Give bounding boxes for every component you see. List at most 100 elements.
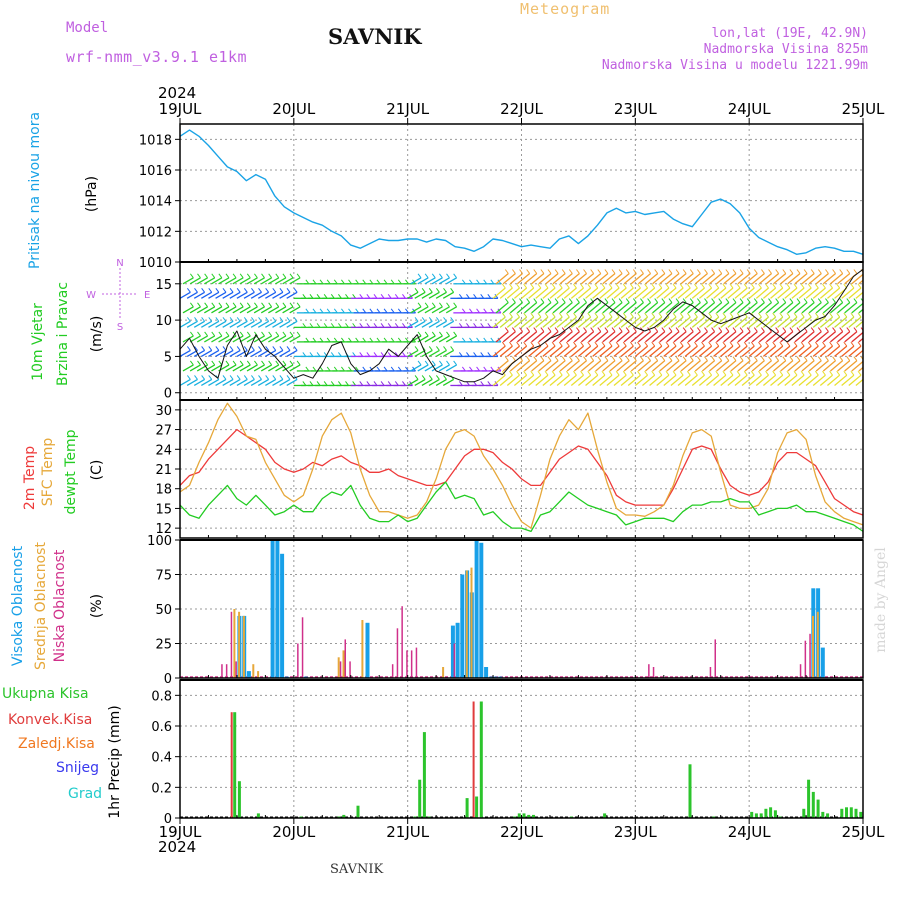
wind-barb: [663, 287, 677, 299]
wind-barb: [208, 349, 220, 357]
wind-barb: [758, 302, 772, 314]
wind-barb-flag: [583, 356, 587, 361]
y-tick-label: 5: [164, 350, 172, 365]
wind-barb-flag: [530, 283, 535, 289]
wind-barb-flag: [424, 302, 429, 308]
wind-barb: [268, 335, 280, 343]
wind-barb-flag: [739, 327, 744, 332]
wind-barb: [282, 364, 294, 372]
cloud-bar-mid: [233, 609, 236, 678]
wind-barb-flag: [450, 346, 455, 351]
wind-barb: [656, 287, 670, 299]
wind-barb-flag: [341, 366, 345, 372]
wind-barb: [182, 277, 194, 285]
wind-barb-flag: [450, 317, 455, 322]
wind-barb: [552, 273, 566, 285]
wind-barb: [830, 302, 844, 314]
wind-barb: [414, 320, 426, 328]
wind-barb-flag: [530, 312, 535, 318]
wind-barb-flag: [661, 356, 666, 361]
wind-barb: [211, 364, 223, 372]
wind-barb-flag: [853, 327, 858, 332]
wind-barb: [421, 320, 433, 328]
wind-barb: [609, 331, 623, 343]
wind-barb-flag: [533, 269, 538, 274]
wind-barb-flag: [668, 298, 673, 303]
wind-barb-flag: [268, 360, 273, 366]
wind-barb: [623, 302, 637, 314]
wind-barb-flag: [446, 273, 450, 279]
wind-barb: [634, 316, 649, 328]
wind-barb-flag: [817, 327, 822, 332]
wind-barb-flag: [355, 279, 360, 285]
wind-barb: [663, 345, 677, 357]
wind-barb-flag: [405, 308, 409, 314]
wind-barb-flag: [573, 341, 577, 347]
wind-barb-flag: [622, 283, 627, 289]
wind-barb-flag: [469, 337, 473, 343]
cloud-bar-mid: [442, 667, 445, 678]
wind-barb: [410, 277, 422, 285]
cloud-bar-low: [339, 661, 342, 678]
wind-barb: [866, 332, 878, 342]
wind-barb: [841, 287, 855, 299]
wind-barb-flag: [796, 356, 801, 361]
wind-barb: [417, 364, 429, 372]
wind-barb-flag: [387, 323, 392, 328]
pressure-line: [179, 129, 864, 255]
wind-barb-flag: [359, 352, 364, 357]
wind-barb-flag: [345, 381, 349, 386]
wind-barb-flag: [587, 312, 592, 318]
wind-barb-flag: [647, 298, 651, 303]
wind-barb-flag: [814, 312, 819, 318]
wind-barb-flag: [547, 298, 552, 303]
wind-barb-flag: [421, 317, 426, 322]
wind-barb: [730, 360, 744, 372]
wind-barb: [502, 273, 516, 285]
wind-barb-flag: [323, 381, 328, 386]
y-tick-label: 1016: [139, 164, 172, 179]
wind-barb: [585, 374, 599, 386]
wind-barb: [570, 345, 584, 357]
wind-barb-flag: [637, 341, 641, 347]
x-tick-label-bottom: 21JUL: [386, 823, 429, 841]
wind-barb-flag: [779, 370, 784, 376]
wind-barb: [680, 302, 694, 314]
wind-barb: [236, 378, 248, 387]
wind-barb-flag: [487, 381, 492, 386]
wind-barb: [656, 374, 670, 386]
wind-barb: [513, 374, 528, 386]
wind-barb: [531, 273, 545, 285]
wind-barb-flag: [461, 366, 466, 372]
wind-barb-flag: [373, 294, 378, 299]
wind-barb-flag: [679, 312, 684, 318]
wind-barb: [634, 374, 649, 386]
wind-barb: [844, 331, 858, 343]
wind-barb: [201, 349, 213, 357]
wind-barb-flag: [625, 269, 630, 274]
wind-barb-flag: [533, 298, 538, 303]
wind-barb-flag: [825, 298, 829, 303]
wind-barb: [801, 302, 815, 314]
wind-barb-flag: [204, 331, 209, 337]
wind-barb: [492, 345, 506, 357]
wind-barb: [798, 287, 812, 299]
wind-barb: [798, 316, 812, 328]
wind-barb-flag: [473, 323, 477, 328]
wind-barb-flag: [708, 370, 713, 376]
wind-barb: [791, 345, 805, 357]
wind-barb-flag: [261, 360, 265, 366]
wind-barb-flag: [509, 341, 513, 347]
wind-barb-flag: [644, 283, 648, 289]
wind-barb: [524, 331, 538, 343]
wind-barb-flag: [618, 356, 623, 361]
wind-barb-flag: [576, 298, 580, 303]
wind-barb-flag: [414, 317, 419, 322]
wind-barb-flag: [701, 370, 705, 376]
wind-barb-flag: [309, 352, 314, 357]
wind-barb-flag: [832, 269, 836, 274]
wind-barb-flag: [540, 269, 545, 274]
wind-barb-flag: [436, 346, 440, 351]
wind-barb: [577, 316, 592, 328]
wind-barb-flag: [615, 283, 620, 289]
